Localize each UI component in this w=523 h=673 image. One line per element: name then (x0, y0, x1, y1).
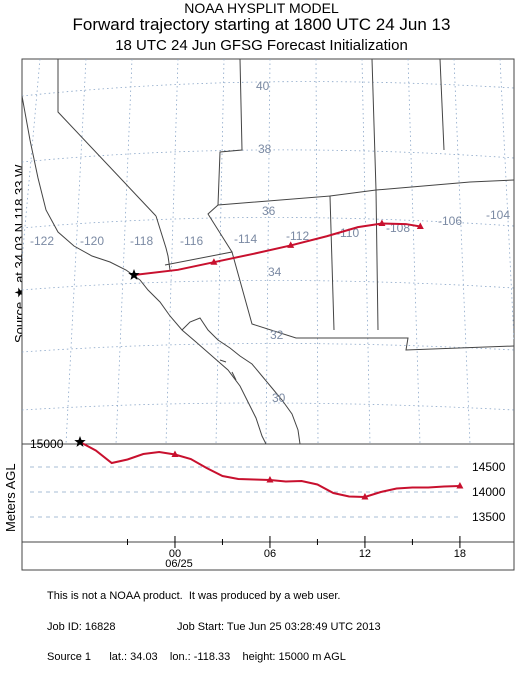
map-area: 40 38 36 34 32 30 -122 -120 -118 -116 -1… (22, 59, 514, 444)
time-tick-label: 18 (454, 548, 466, 560)
footer: This is not a NOAA product. It was produ… (47, 571, 381, 673)
political-borders (57, 59, 514, 351)
lat-label-34: 34 (268, 265, 282, 279)
lat-label-32: 32 (270, 328, 284, 342)
time-axis: 00 06 12 18 (126, 536, 466, 560)
meters-agl-text: Meters AGL (3, 463, 18, 532)
height-tick-label: 13500 (472, 510, 506, 524)
height-layer (74, 436, 464, 500)
trajectory-figure: 40 38 36 34 32 30 -122 -120 -118 -116 -1… (21, 58, 515, 571)
lon-label: -104 (486, 208, 510, 222)
latitude-labels: 40 38 36 34 32 30 (256, 79, 286, 405)
trajectory-marker (416, 222, 424, 230)
trajectory-marker (210, 258, 218, 265)
forecast-subtitle: 18 UTC 24 Jun GFSG Forecast Initializati… (115, 37, 408, 54)
height-tick-label: 14500 (472, 460, 506, 474)
lon-label: -110 (336, 226, 359, 240)
trajectory-marker (378, 219, 386, 226)
lon-label: -112 (286, 229, 309, 243)
height-marker (361, 493, 369, 500)
lon-label: -118 (130, 234, 153, 248)
height-marker (266, 476, 274, 483)
date-label: 06/25 (165, 558, 193, 570)
time-tick-label: 06 (264, 548, 276, 560)
source-star-icon (128, 269, 140, 280)
lon-label: -120 (80, 234, 104, 248)
job-info-line: Job ID: 16828 Job Start: Tue Jun 25 03:28… (47, 620, 381, 633)
coastline (22, 95, 301, 444)
time-tick-label: 12 (359, 548, 371, 560)
time-tick-label: 00 (169, 548, 181, 560)
lat-label-36: 36 (262, 204, 276, 218)
lat-label-40: 40 (256, 79, 270, 93)
trajectory-title: Forward trajectory starting at 1800 UTC … (72, 15, 451, 34)
height-axis-labels: 14500 14000 13500 (472, 460, 506, 524)
longitude-labels: -122 -120 -118 -116 -114 -112 -110 -108 … (30, 208, 510, 248)
height-marker (171, 450, 179, 457)
lon-label: -114 (234, 232, 257, 246)
lat-label-38: 38 (258, 142, 272, 156)
lon-label: -106 (438, 214, 462, 228)
height-start-label: 15000 (30, 437, 64, 451)
graticule (22, 59, 514, 444)
trajectory-layer (128, 219, 424, 280)
trajectory-line (133, 222, 421, 276)
trajectory-marker (287, 241, 295, 248)
job-start: Job Start: Tue Jun 25 03:28:49 UTC 2013 (177, 620, 381, 633)
lon-label: -116 (180, 234, 203, 248)
source-info: Source 1 lat.: 34.03 lon.: -118.33 heigh… (47, 651, 346, 663)
meters-agl-label: Meters AGL (0, 440, 24, 540)
lat-label-30: 30 (272, 391, 286, 405)
lon-label: -122 (30, 234, 54, 248)
disclaimer: This is not a NOAA product. It was produ… (47, 590, 341, 602)
time-axis-panel (21, 541, 515, 571)
height-marker (456, 482, 464, 489)
height-panel (21, 443, 515, 543)
job-id: Job ID: 16828 (47, 620, 116, 633)
height-start-star-icon (74, 436, 86, 447)
height-tick-label: 14000 (472, 485, 506, 499)
model-title: NOAA HYSPLIT MODEL (184, 0, 339, 16)
